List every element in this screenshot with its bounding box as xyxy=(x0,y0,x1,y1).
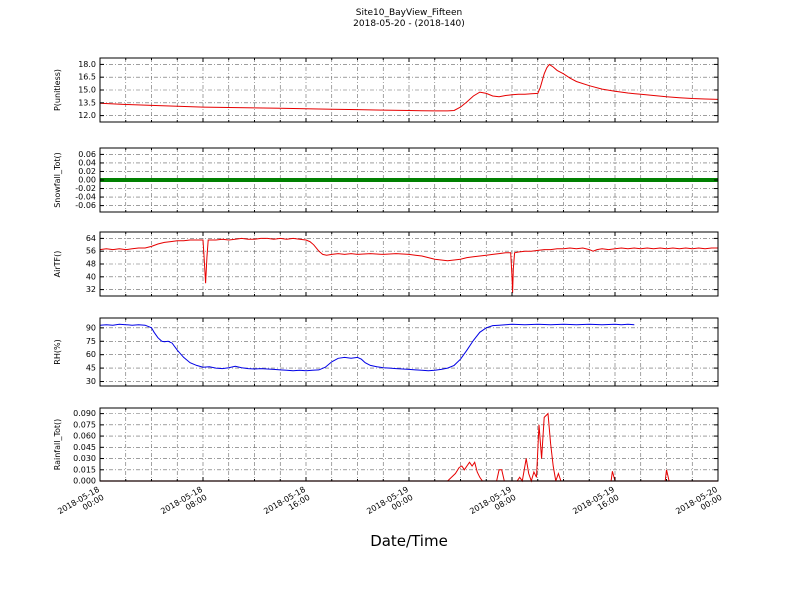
y-tick-label: 0.045 xyxy=(73,443,96,452)
y-tick-label: 0.000 xyxy=(73,477,96,486)
y-tick-label: 0.060 xyxy=(73,432,96,441)
y-tick-label: 0.04 xyxy=(78,158,96,167)
y-tick-label: 60 xyxy=(86,350,96,359)
series-p xyxy=(99,63,719,112)
y-tick-label: 90 xyxy=(86,323,96,332)
y-tick-label: 0.075 xyxy=(73,420,96,429)
y-tick-label: -0.04 xyxy=(75,193,96,202)
y-tick-label: 0.00 xyxy=(78,176,96,185)
y-tick-label: 12.0 xyxy=(78,111,96,120)
y-tick-label: 56 xyxy=(86,247,96,256)
y-tick-label: -0.02 xyxy=(75,184,96,193)
chart-subtitle: 2018-05-20 - (2018-140) xyxy=(353,19,465,29)
y-tick-label: 16.5 xyxy=(78,73,96,82)
y-tick-label: 32 xyxy=(86,285,96,294)
panel-rainfall: 0.000 0.015 0.030 0.045 0.060 0.075 0.090 Rainf… xyxy=(53,407,719,486)
panel-airtf: 32 40 48 56 64 AirTF() xyxy=(53,231,719,297)
y-tick-label: 40 xyxy=(86,272,96,281)
x-tick-label: 2018-05-2000:00 xyxy=(674,485,723,524)
y-tick-label: 13.5 xyxy=(78,98,96,107)
x-tick-label: 2018-05-1916:00 xyxy=(571,485,620,524)
y-tick-label: 0.015 xyxy=(73,465,96,474)
y-axis-label-airtf: AirTF() xyxy=(53,251,62,278)
chart-title: Site10_BayView_Fifteen xyxy=(355,8,463,18)
panel-snowfall: -0.06-0.04-0.020.000.020.040.06 Snowfall_… xyxy=(53,147,719,213)
y-tick-label: 15.0 xyxy=(78,86,96,95)
series-airtf xyxy=(99,237,718,293)
panel-p: 12.0 13.5 15.0 16.5 18.0 P(unitless) xyxy=(53,57,719,123)
y-tick-label: 45 xyxy=(86,364,96,373)
y-tick-label: 48 xyxy=(86,260,96,269)
series-rh xyxy=(99,323,635,372)
y-tick-label: 64 xyxy=(86,234,96,243)
panel-rh: 30 45 60 75 90 RH(%) xyxy=(53,317,719,387)
y-tick-label: 0.030 xyxy=(73,454,96,463)
y-axis-label-p: P(unitless) xyxy=(53,69,62,111)
x-tick-label: 2018-05-1800:00 xyxy=(56,485,105,524)
y-tick-label: -0.06 xyxy=(75,201,96,210)
y-tick-label: 30 xyxy=(86,377,96,386)
y-axis-label-rainfall: Rainfall_Tot() xyxy=(53,419,62,471)
y-tick-label: 75 xyxy=(86,337,96,346)
y-axis-label-rh: RH(%) xyxy=(53,339,62,364)
y-tick-label: 0.02 xyxy=(78,167,96,176)
x-tick-label: 2018-05-1900:00 xyxy=(365,485,414,524)
y-tick-label: 0.090 xyxy=(73,409,96,418)
y-tick-label: 18.0 xyxy=(78,60,96,69)
x-tick-label: 2018-05-1816:00 xyxy=(262,485,311,524)
y-tick-label: 0.06 xyxy=(78,150,96,159)
x-axis-title: Date/Time xyxy=(370,532,448,550)
x-tick-label: 2018-05-1908:00 xyxy=(468,485,517,524)
y-axis-label-snowfall: Snowfall_Tot() xyxy=(53,152,62,208)
x-tick-label: 2018-05-1808:00 xyxy=(159,485,208,524)
